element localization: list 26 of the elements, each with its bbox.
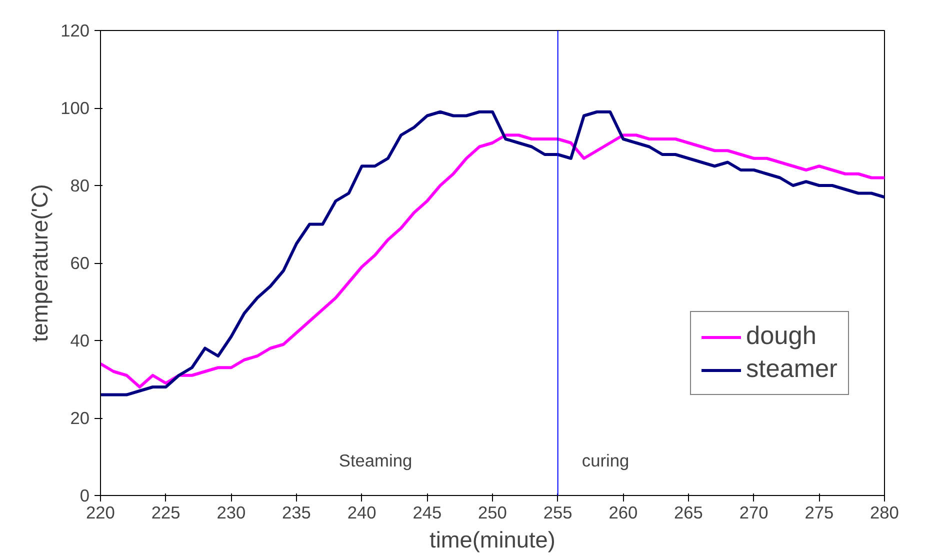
x-tick-label: 235 — [282, 502, 311, 522]
y-tick-label: 40 — [70, 330, 90, 350]
x-tick-label: 240 — [347, 502, 376, 522]
x-tick-label: 245 — [412, 502, 442, 522]
x-tick-label: 250 — [478, 502, 507, 522]
x-tick-label: 260 — [608, 502, 638, 522]
x-tick-label: 265 — [674, 502, 703, 522]
x-tick-label: 270 — [739, 502, 768, 522]
y-tick-label: 120 — [60, 20, 90, 40]
annotation: Steaming — [338, 450, 412, 470]
y-tick-label: 60 — [70, 253, 90, 273]
y-axis-title: temperature('C) — [26, 184, 53, 342]
legend-label: dough — [746, 322, 816, 351]
legend-label: steamer — [746, 355, 838, 384]
x-tick-label: 225 — [151, 502, 180, 522]
x-tick-label: 230 — [216, 502, 246, 522]
y-tick-label: 100 — [60, 98, 90, 118]
annotation: curing — [582, 450, 630, 470]
y-tick-label: 0 — [80, 486, 90, 506]
y-tick-label: 80 — [70, 176, 90, 196]
x-tick-label: 255 — [543, 502, 572, 522]
x-tick-label: 220 — [86, 502, 115, 522]
y-tick-label: 20 — [70, 408, 90, 428]
x-axis-title: time(minute) — [430, 526, 556, 552]
x-tick-label: 275 — [804, 502, 834, 522]
x-tick-label: 280 — [870, 502, 899, 522]
